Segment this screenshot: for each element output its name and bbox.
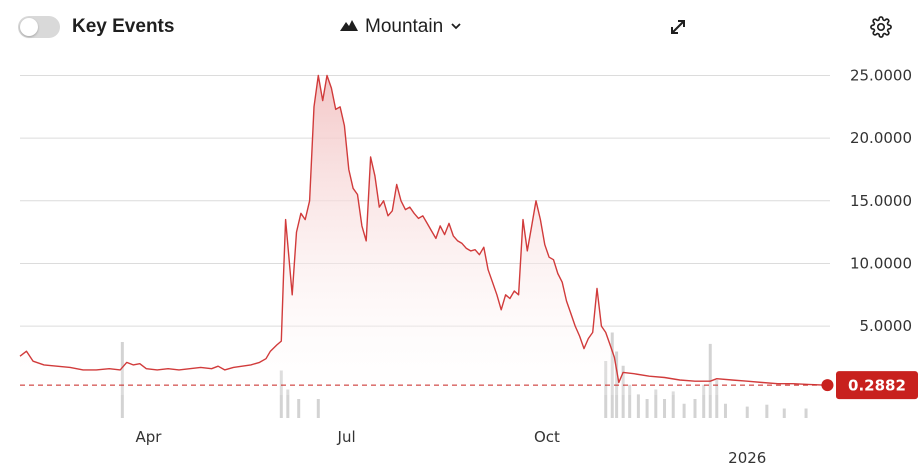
- volume-bar: [316, 399, 320, 418]
- chart-type-label: Mountain: [365, 16, 444, 37]
- volume-bar: [782, 408, 786, 418]
- volume-bar: [663, 399, 667, 418]
- x-axis-ticks: Apr Jul Oct 2026: [135, 428, 766, 467]
- volume-bar: [693, 399, 697, 418]
- volume-bar: [702, 384, 706, 418]
- volume-bar: [654, 389, 658, 418]
- gear-icon[interactable]: [869, 15, 893, 39]
- last-price-dot: [821, 379, 834, 392]
- volume-bar: [297, 399, 301, 418]
- x-tick-label: Apr: [135, 428, 162, 446]
- chart-type-dropdown[interactable]: Mountain: [340, 14, 462, 40]
- volume-bar: [804, 408, 808, 418]
- chart-toolbar: Key Events Mountain: [0, 0, 922, 56]
- price-area: [20, 75, 824, 395]
- y-tick-label: 20.0000: [850, 129, 912, 147]
- x-tick-label: Jul: [337, 428, 356, 446]
- key-events-label: Key Events: [72, 16, 175, 37]
- volume-bar: [636, 394, 640, 418]
- last-price-label: 0.2882: [848, 377, 906, 395]
- price-series-line: [19, 74, 824, 386]
- volume-bar: [645, 399, 649, 418]
- volume-bar: [715, 380, 719, 418]
- volume-bar: [671, 391, 675, 418]
- x-tick-label: 2026: [728, 449, 766, 467]
- mountain-icon: [340, 18, 358, 36]
- y-tick-label: 25.0000: [850, 67, 912, 85]
- volume-bar: [765, 404, 769, 418]
- price-area-fill: [20, 75, 824, 395]
- key-events-toggle[interactable]: [18, 16, 60, 38]
- volume-bar: [745, 406, 749, 418]
- volume-bar: [628, 384, 632, 418]
- toggle-knob: [20, 18, 38, 36]
- last-price-marker: 0.2882: [20, 371, 918, 400]
- y-axis-ticks: 25.0000 20.0000 15.0000 10.0000 5.0000: [850, 67, 912, 336]
- expand-icon[interactable]: [666, 15, 690, 39]
- x-tick-label: Oct: [534, 428, 560, 446]
- volume-bar: [286, 389, 290, 418]
- y-tick-label: 10.0000: [850, 254, 912, 272]
- y-tick-label: 15.0000: [850, 192, 912, 210]
- last-price-badge: [836, 371, 918, 400]
- chevron-down-icon: [450, 18, 462, 36]
- volume-bar: [682, 403, 686, 418]
- price-line: [19, 74, 824, 386]
- y-tick-label: 5.0000: [860, 317, 913, 335]
- volume-bar: [723, 403, 727, 418]
